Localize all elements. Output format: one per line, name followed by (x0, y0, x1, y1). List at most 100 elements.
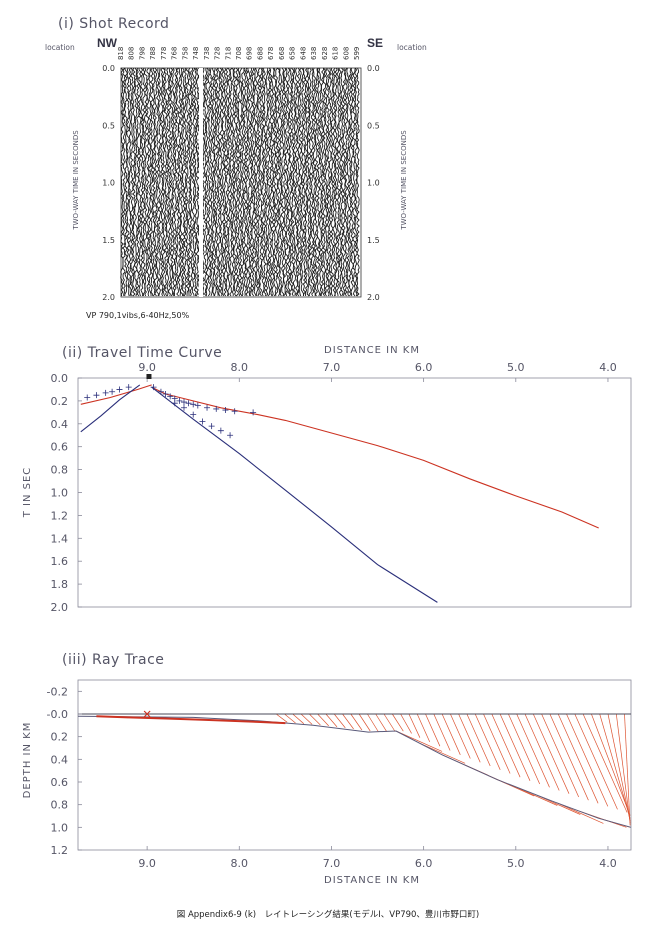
station-label: 738 (203, 47, 211, 60)
rt-x-tick-label: 6.0 (415, 857, 433, 870)
station-label: 788 (149, 47, 157, 60)
seismic-trace (207, 67, 212, 297)
tt-xlabel-top: DISTANCE IN KM (324, 345, 420, 356)
seismic-trace (249, 67, 253, 297)
seismic-trace (122, 67, 126, 297)
rt-x-ticks: 9.0 8.0 7.0 6.0 5.0 4.0 (138, 846, 617, 870)
rt-ray (532, 713, 570, 794)
station-label: 658 (289, 47, 297, 60)
rt-ray (549, 713, 589, 801)
tt-y-tick-label: 0.4 (51, 418, 69, 431)
station-labels: 818 808 798 788 778 768 758 748 738 728 718 708 698 6… (117, 47, 361, 60)
seismic-trace (137, 67, 142, 297)
rt-ray (566, 713, 609, 807)
station-label: 728 (214, 47, 222, 60)
seismic-trace (181, 67, 186, 297)
rt-ray (483, 713, 511, 774)
tt-pick (125, 384, 132, 391)
tt-pick (231, 408, 238, 415)
shot-y-tick: 1.0 (367, 179, 380, 188)
seismic-trace (252, 67, 257, 297)
station-label: 618 (332, 47, 340, 60)
rt-ray (300, 713, 313, 725)
seismic-trace (219, 67, 223, 297)
rt-ray (599, 713, 631, 819)
tt-series-line (80, 384, 152, 405)
shot-y-tick: 2.0 (367, 293, 380, 302)
se-label: SE (367, 36, 383, 50)
rt-ray (284, 713, 296, 724)
tt-pick (199, 418, 206, 425)
rt-ray (400, 713, 412, 734)
shot-y-tick: 1.0 (102, 179, 115, 188)
tt-x-tick-label: 6.0 (415, 361, 433, 374)
rt-y-tick-label: 1.2 (51, 844, 69, 857)
rt-model-lines (77, 710, 632, 828)
seismic-trace (298, 67, 303, 297)
seismic-trace (246, 67, 251, 297)
figure-caption: 図 Appendix6-9 (k) レイトレーシング結果(モデルⅠ、VP790、… (176, 910, 480, 920)
rt-ray (333, 713, 346, 729)
tt-pick (204, 404, 211, 411)
rt-ray (591, 713, 631, 816)
seismic-trace (322, 67, 327, 297)
seismic-trace (296, 67, 301, 297)
seismic-trace (276, 67, 281, 297)
seismic-trace (290, 67, 295, 297)
seismic-trace (233, 67, 238, 297)
rt-ray (557, 713, 599, 804)
rt-ray (367, 713, 379, 733)
tt-pick (190, 411, 197, 418)
nw-label: NW (97, 36, 118, 50)
station-label: 599 (353, 47, 361, 60)
seismic-trace (213, 67, 218, 297)
tt-pick (109, 388, 116, 395)
station-label: 678 (267, 47, 275, 60)
tt-pick (162, 391, 169, 398)
seismic-trace (314, 67, 319, 297)
rt-ray (275, 713, 288, 723)
seismic-trace (235, 67, 239, 297)
shot-ylabel-right: TWO-WAY TIME IN SECONDS (400, 130, 408, 231)
seismic-trace (245, 67, 249, 297)
seismic-trace (326, 67, 331, 297)
seismic-trace (332, 67, 337, 297)
seismic-trace (217, 67, 222, 297)
rt-y-tick-label: -0.0 (47, 708, 68, 721)
station-label: 628 (321, 47, 329, 60)
seismic-trace (189, 67, 194, 297)
seismic-trace (304, 67, 309, 297)
seismic-trace (140, 67, 144, 297)
rt-ray (433, 713, 451, 751)
rt-ray (524, 713, 560, 791)
tt-pick (116, 386, 123, 393)
seismic-trace (141, 67, 146, 297)
seismic-trace (183, 67, 188, 297)
station-label: 708 (235, 47, 243, 60)
rt-ray (574, 713, 618, 810)
tt-pick (176, 397, 183, 404)
tt-pick (222, 407, 229, 414)
rt-ray (466, 713, 491, 767)
rt-x-tick-label: 7.0 (323, 857, 341, 870)
shot-y-tick: 0.0 (102, 64, 115, 73)
rt-x-tick-label: 9.0 (138, 857, 156, 870)
tt-x-tick-label: 4.0 (599, 361, 617, 374)
seismic-trace (161, 67, 166, 297)
rt-ylabel: DEPTH IN KM (22, 722, 33, 799)
seismic-trace (348, 67, 352, 297)
station-label: 668 (278, 47, 286, 60)
tt-series-line (80, 384, 141, 433)
tt-y-tick-label: 1.2 (51, 509, 69, 522)
shot-footer: VP 790,1vibs,6-40Hz,50% (86, 311, 190, 320)
rt-y-ticks: -0.2 -0.0 0.2 0.4 0.6 0.8 1.0 1.2 (47, 685, 82, 857)
rt-ray (557, 802, 604, 824)
seismic-trace (157, 67, 162, 297)
seismic-trace (155, 67, 160, 297)
ray-trace-title: (iii) Ray Trace (62, 652, 164, 668)
seismic-trace (131, 67, 136, 297)
shot-y-ticks-right: 0.0 0.5 1.0 1.5 2.0 (367, 64, 380, 302)
rt-ray (309, 713, 321, 726)
seismic-trace (268, 67, 273, 297)
station-label: 748 (192, 47, 200, 60)
